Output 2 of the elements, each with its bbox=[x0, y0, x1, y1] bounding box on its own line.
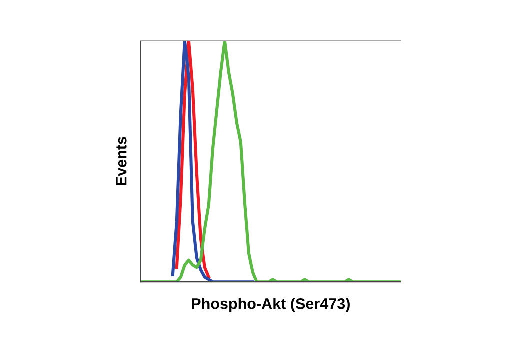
x-axis-title: Phospho-Akt (Ser473) bbox=[192, 298, 350, 312]
y-axis-title: Events bbox=[116, 137, 127, 186]
